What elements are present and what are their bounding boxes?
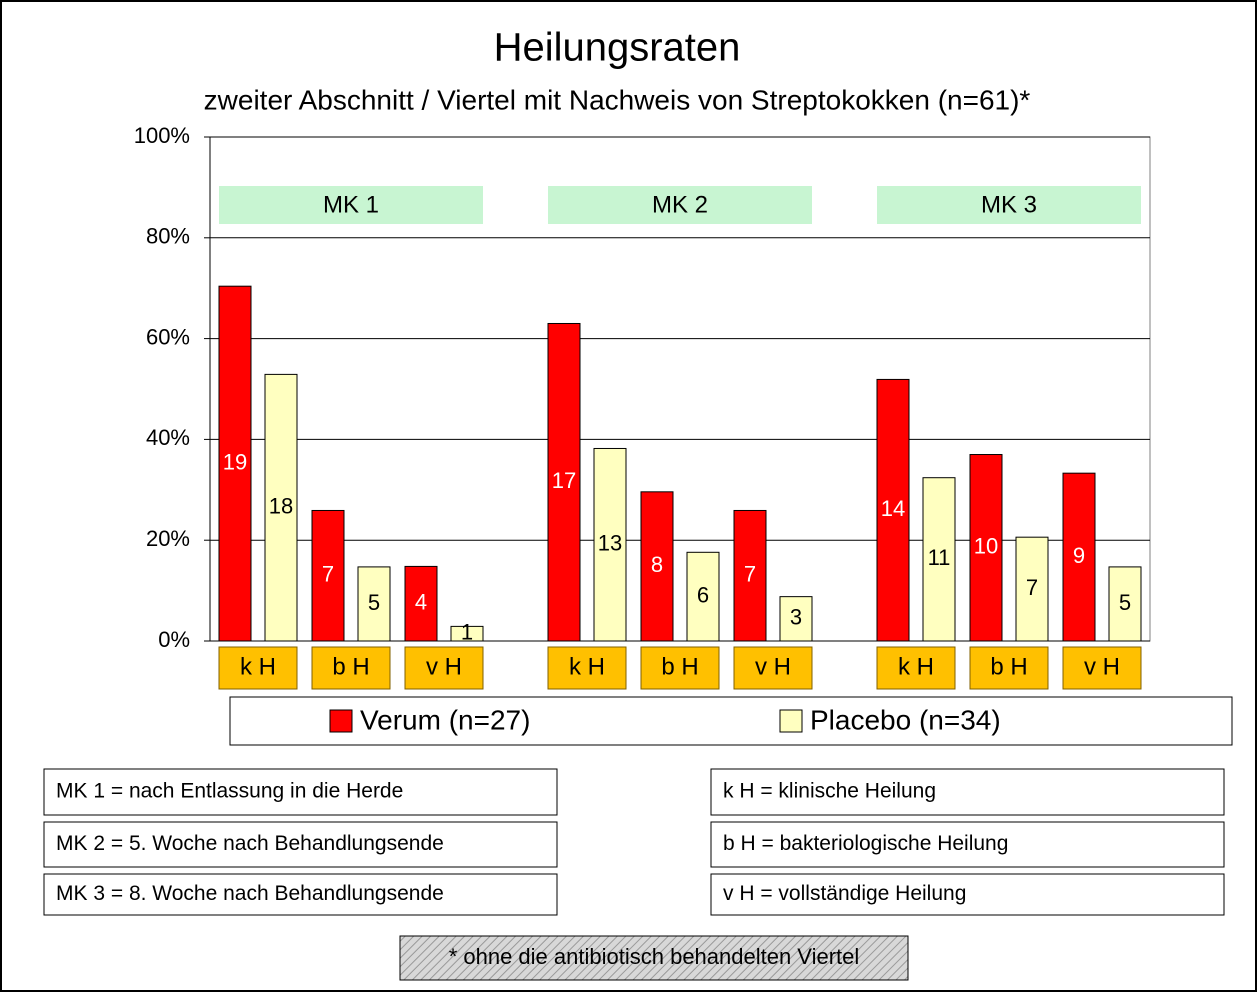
footnote: * ohne die antibiotisch behandelten Vier… [449,944,860,969]
bar [1015,536,1049,642]
bar [1108,566,1142,642]
x-tick-label: v H [755,653,791,680]
chart-title: Heilungsraten [494,26,741,70]
bar [404,565,438,642]
bar [311,509,345,642]
bar-count-label: 11 [928,545,951,570]
bar [922,477,956,642]
group-label-box [219,186,483,224]
category-box [733,646,813,690]
group-label: MK 2 [652,191,708,218]
x-tick-label: v H [1084,653,1120,680]
note-box [43,768,558,816]
note-text: MK 3 = 8. Woche nach Behandlungsende [56,882,444,905]
y-tick-label: 80% [146,224,190,249]
bar [969,454,1003,642]
bar-count-label: 10 [974,534,998,559]
bar-count-label: 13 [598,531,622,556]
y-tick-label: 40% [146,425,190,450]
note-text: v H = vollständige Heilung [723,882,966,905]
chart-subtitle: zweiter Abschnitt / Viertel mit Nachweis… [204,84,1031,115]
category-box [876,646,956,690]
bar [686,551,720,642]
bar-count-label: 5 [368,590,380,615]
category-box [311,646,391,690]
bar [640,491,674,642]
legend-label: Verum (n=27) [360,704,530,735]
group-label: MK 1 [323,191,379,218]
bar [733,509,767,642]
bar-count-label: 18 [269,494,293,519]
x-tick-label: b H [332,653,369,680]
bar [876,378,910,642]
group-label: MK 3 [981,191,1037,218]
note-box [710,768,1225,816]
bar [450,625,484,642]
bar-count-label: 3 [790,605,802,630]
bar-count-label: 5 [1119,590,1131,615]
y-tick-label: 100% [134,123,190,148]
category-box [404,646,484,690]
x-tick-label: k H [898,653,934,680]
category-box [547,646,627,690]
legend-box [229,696,1233,746]
bar [779,596,813,642]
category-box [1062,646,1142,690]
x-tick-label: k H [569,653,605,680]
legend-swatch [329,709,353,733]
note-box [43,873,558,916]
footnote-box [399,935,909,981]
x-tick-label: b H [990,653,1027,680]
y-tick-label: 60% [146,324,190,349]
bar-count-label: 7 [322,562,334,587]
group-label-box [877,186,1141,224]
bar-count-label: 6 [697,582,709,607]
bar-count-label: 19 [223,449,247,474]
category-box [640,646,720,690]
x-tick-label: b H [661,653,698,680]
legend-label: Placebo (n=34) [810,704,1001,735]
bar-count-label: 7 [744,562,756,587]
note-text: MK 2 = 5. Woche nach Behandlungsende [56,832,444,855]
y-tick-label: 20% [146,526,190,551]
category-box [969,646,1049,690]
bar [593,447,627,642]
x-tick-label: v H [426,653,462,680]
group-label-box [548,186,812,224]
bar [218,285,252,642]
note-text: b H = bakteriologische Heilung [723,832,1008,855]
note-box [710,821,1225,868]
bar [264,373,298,642]
bar-count-label: 7 [1026,575,1038,600]
note-text: MK 1 = nach Entlassung in die Herde [56,780,403,803]
legend-swatch [779,709,803,733]
bar-count-label: 14 [881,496,905,521]
bar [357,566,391,642]
bar-count-label: 4 [415,590,427,615]
bar [547,322,581,642]
x-tick-label: k H [240,653,276,680]
bar-count-label: 8 [651,552,663,577]
note-text: k H = klinische Heilung [723,780,936,803]
bar-count-label: 1 [461,620,473,645]
y-tick-label: 0% [158,627,190,652]
note-box [710,873,1225,916]
bar [1062,472,1096,642]
category-box [218,646,298,690]
note-box [43,821,558,868]
bar-count-label: 9 [1073,543,1085,568]
bar-count-label: 17 [552,468,576,493]
